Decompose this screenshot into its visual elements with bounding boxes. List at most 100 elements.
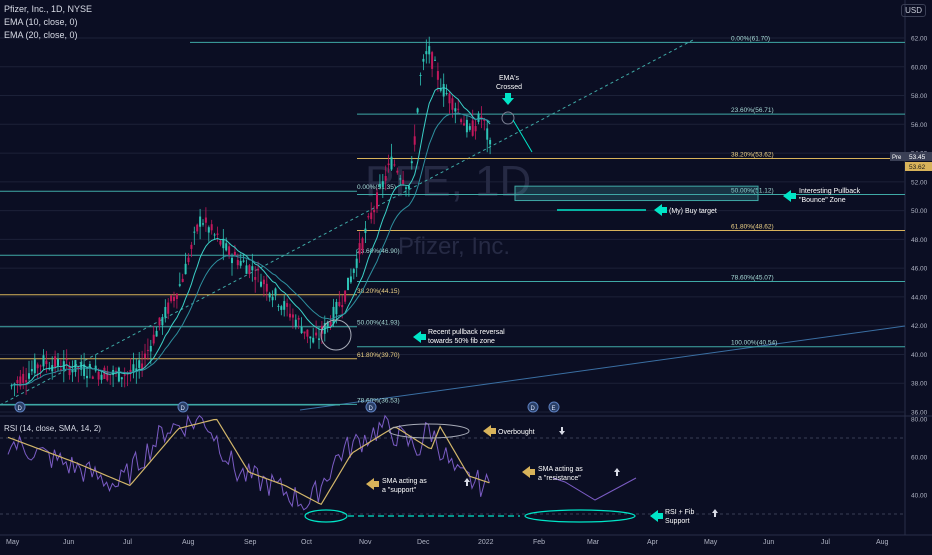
candle-body — [257, 268, 260, 271]
candle-body — [355, 258, 358, 268]
fib-upper-label: 38.20%(53.62) — [731, 152, 774, 159]
candle-body — [161, 317, 164, 326]
candle-body — [390, 156, 393, 170]
left-arrow-icon — [654, 204, 667, 216]
time-tick-label: Aug — [876, 539, 889, 546]
candle-body — [236, 259, 239, 266]
candle-body — [193, 231, 196, 233]
event-marker-icon — [14, 401, 26, 413]
up-arrow-icon — [614, 468, 620, 476]
candle-body — [315, 332, 318, 336]
candle-body — [300, 327, 303, 334]
candle-body — [16, 379, 19, 384]
candle-body — [451, 98, 454, 110]
fib-lower-label: 23.60%(46.90) — [357, 248, 400, 255]
candle-body — [344, 290, 347, 302]
candle-body — [222, 238, 225, 249]
candle-body — [364, 228, 367, 233]
candle-body — [68, 365, 71, 376]
candle-body — [231, 257, 234, 264]
candle-body — [347, 277, 350, 291]
pre-tag-box — [890, 152, 905, 161]
candle-body — [36, 364, 39, 369]
candle-body — [204, 217, 207, 223]
candle-body — [326, 321, 329, 327]
currency-badge[interactable]: USD — [901, 4, 926, 17]
down-arrow-icon — [559, 427, 565, 435]
pre-price-label: 53.45 — [909, 154, 926, 161]
time-tick-label: Apr — [647, 539, 659, 546]
price-tick-label: 38.00 — [911, 381, 928, 388]
time-tick-label: Jul — [123, 539, 132, 546]
annotation-pullback-reversal-2: towards 50% fib zone — [428, 338, 495, 345]
candle-body — [329, 321, 332, 327]
candle-body — [59, 369, 62, 371]
candle-body — [30, 369, 33, 372]
down-arrow-icon — [502, 93, 514, 105]
candle-body — [144, 353, 147, 359]
candle-body — [303, 331, 306, 334]
price-tick-label: 36.00 — [911, 410, 928, 417]
candle-body — [91, 376, 94, 379]
candle-body — [251, 266, 254, 271]
rsi-projection-line — [552, 477, 637, 501]
candle-body — [65, 358, 68, 361]
candle-body — [306, 329, 309, 337]
ema20-legend[interactable]: EMA (20, close, 0) — [4, 30, 78, 40]
candle-body — [381, 181, 384, 188]
candle-body — [219, 240, 222, 245]
event-marker-icon — [177, 401, 189, 413]
candle-body — [187, 257, 190, 263]
up-arrow-icon — [464, 478, 470, 486]
candle-body — [202, 223, 205, 225]
fib-lower-label: 78.60%(36.53) — [357, 397, 400, 404]
candle-body — [158, 317, 161, 326]
candle-body — [207, 227, 210, 233]
candle-body — [271, 296, 274, 301]
rsi-tick-label: 60.00 — [911, 455, 928, 462]
candle-body — [233, 251, 236, 256]
candle-body — [138, 360, 141, 368]
candle-body — [39, 365, 42, 367]
ema-cross-circle — [501, 111, 515, 125]
annotation-sma-resistance-2: a "resistance" — [538, 475, 581, 482]
candle-body — [405, 187, 408, 189]
time-tick-label: Sep — [244, 539, 257, 546]
candle-body — [123, 374, 126, 376]
candle-body — [431, 52, 434, 69]
fib-lower-label: 0.00%(51.35) — [357, 184, 396, 191]
candle-body — [164, 306, 167, 318]
candle-body — [262, 279, 265, 285]
rsi-support-ellipse-2 — [524, 509, 636, 523]
candle-body — [460, 119, 463, 123]
event-marker-icon — [365, 401, 377, 413]
candle-body — [361, 238, 364, 251]
price-tick-label: 48.00 — [911, 237, 928, 244]
candle-body — [135, 368, 138, 372]
time-tick-label: Dec — [417, 539, 430, 546]
candle-body — [213, 234, 216, 236]
candle-body — [155, 330, 158, 337]
price-tick-label: 40.00 — [911, 352, 928, 359]
candle-body — [57, 358, 60, 366]
rsi-legend[interactable]: RSI (14, close, SMA, 14, 2) — [4, 424, 101, 433]
candle-body — [10, 385, 13, 387]
annotation-sma-resistance-1: SMA acting as — [538, 466, 583, 473]
candle-body — [434, 59, 437, 61]
event-marker-letter: E — [552, 406, 556, 412]
projection-arrow — [512, 119, 533, 153]
candle-body — [410, 161, 413, 164]
annotation-pullback-reversal-1: Recent pullback reversal — [428, 329, 505, 336]
fib-upper-label: 61.80%(48.62) — [731, 223, 774, 230]
fib-upper-label: 23.60%(56.71) — [731, 107, 774, 114]
candle-body — [283, 301, 286, 310]
ema10-legend[interactable]: EMA (10, close, 0) — [4, 17, 78, 27]
candle-body — [373, 209, 376, 213]
candle-body — [210, 224, 213, 231]
overbought-ellipse — [388, 423, 470, 439]
candle-body — [254, 277, 257, 280]
candle-body — [239, 260, 242, 266]
